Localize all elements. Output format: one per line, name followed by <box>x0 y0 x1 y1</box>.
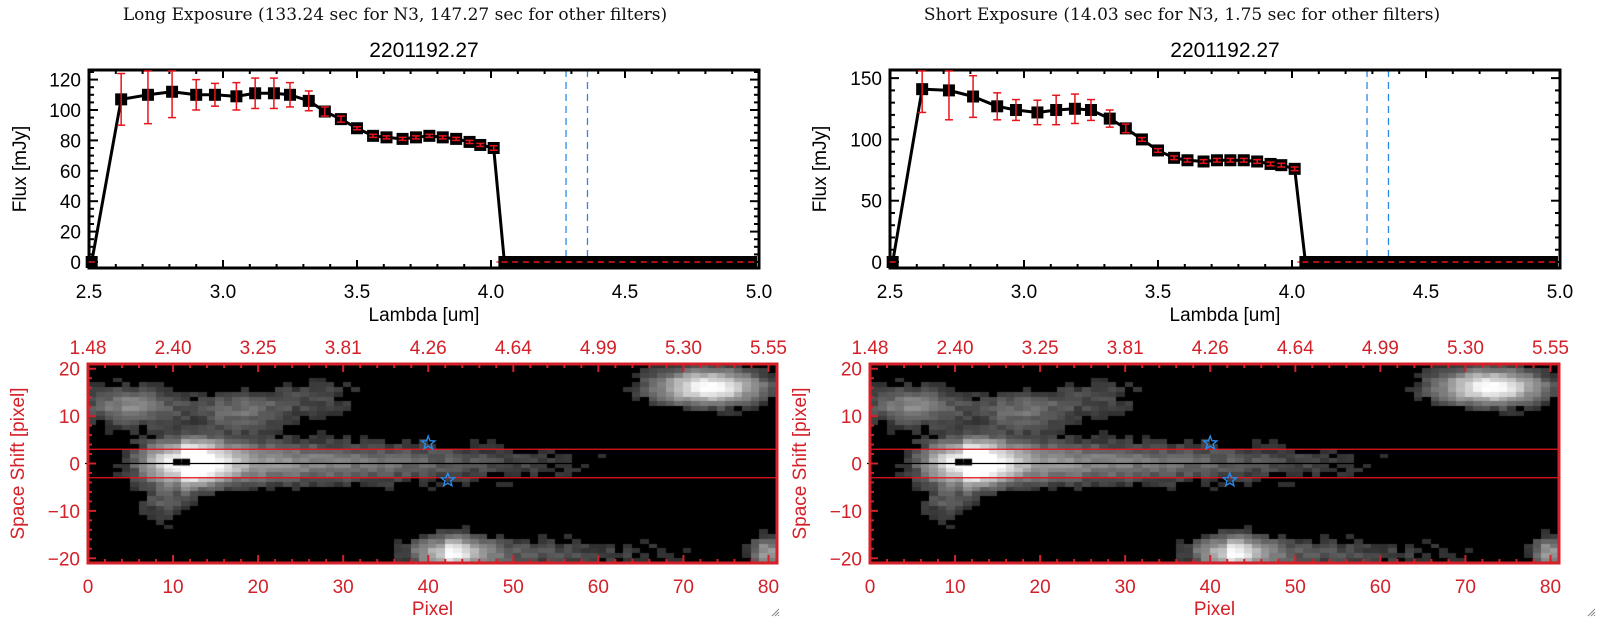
y-tick-label: 80 <box>60 131 81 152</box>
star-marker-icon <box>1201 434 1219 451</box>
top-tick-label: 1.48 <box>70 338 107 359</box>
y-axis-label: Flux [mJy] <box>810 126 831 213</box>
x-tick-label: 10 <box>944 577 965 598</box>
x-tick-label: 2.5 <box>76 282 102 303</box>
y-tick-label: −20 <box>48 549 80 570</box>
top-tick-label: 3.25 <box>240 338 277 359</box>
top-tick-label: 1.48 <box>852 338 889 359</box>
chart-title: 2201192.27 <box>1170 39 1279 62</box>
top-tick-label: 3.81 <box>325 338 362 359</box>
y-axis-label: Flux [mJy] <box>10 126 31 213</box>
short-exposure-header: Short Exposure (14.03 sec for N3, 1.75 s… <box>923 5 1441 25</box>
top-tick-label: 5.55 <box>750 338 787 359</box>
x-tick-label: 30 <box>1115 577 1136 598</box>
resize-grip-icon[interactable] <box>770 607 780 617</box>
top-tick-label: 5.30 <box>665 338 702 359</box>
y-tick-label: 0 <box>70 253 81 274</box>
y-tick-label: 40 <box>60 192 81 213</box>
top-tick-label: 2.40 <box>937 338 974 359</box>
top-tick-label: 2.40 <box>155 338 192 359</box>
plot-frame <box>888 68 1562 270</box>
y-tick-label: −10 <box>830 502 862 523</box>
x-tick-label: 3.5 <box>344 282 370 303</box>
x-axis-label: Pixel <box>1194 599 1235 620</box>
x-tick-label: 60 <box>588 577 609 598</box>
star-marker-icon <box>1221 471 1239 488</box>
y-tick-label: 20 <box>59 360 80 381</box>
x-axis-label: Lambda [um] <box>369 305 480 326</box>
x-tick-label: 30 <box>333 577 354 598</box>
x-tick-label: 60 <box>1370 577 1391 598</box>
x-tick-label: 3.5 <box>1145 282 1171 303</box>
y-tick-label: 0 <box>871 253 882 274</box>
series-line <box>90 90 751 264</box>
x-tick-label: 80 <box>1540 577 1561 598</box>
x-tick-label: 4.0 <box>1279 282 1305 303</box>
x-tick-label: 20 <box>248 577 269 598</box>
x-tick-label: 50 <box>1285 577 1306 598</box>
top-tick-label: 4.99 <box>1362 338 1399 359</box>
long-exposure-header: Long Exposure (133.24 sec for N3, 147.27… <box>122 5 668 25</box>
series-line <box>891 87 1552 264</box>
y-tick-label: 20 <box>841 360 862 381</box>
x-tick-label: 4.5 <box>612 282 638 303</box>
x-tick-label: 0 <box>865 577 876 598</box>
y-axis-label: Space Shift [pixel] <box>8 387 29 539</box>
top-tick-label: 5.55 <box>1532 338 1569 359</box>
y-tick-label: −10 <box>48 502 80 523</box>
x-tick-label: 2.5 <box>877 282 903 303</box>
y-tick-label: 120 <box>49 71 81 92</box>
y-tick-label: −20 <box>830 549 862 570</box>
star-marker-icon <box>419 434 437 451</box>
short-exposure-spectral-image: 0 10 20 30 40 50 60 70 80 1.48 2.40 3.25 3.81 4.26 4.6… <box>782 330 1600 630</box>
y-tick-label: 150 <box>850 69 882 90</box>
short-exposure-image-axes: 0 10 20 30 40 50 60 70 80 1.48 2.40 3.25 3.81 4.26 4.6… <box>790 338 1569 620</box>
x-tick-label: 70 <box>1455 577 1476 598</box>
x-tick-label: 50 <box>503 577 524 598</box>
top-tick-label: 4.26 <box>410 338 447 359</box>
x-tick-label: 0 <box>83 577 94 598</box>
y-tick-label: 50 <box>861 192 882 213</box>
chart-title: 2201192.27 <box>369 39 478 62</box>
y-tick-label: 100 <box>850 130 882 151</box>
y-tick-label: 10 <box>841 407 862 428</box>
long-exposure-image-axes: 0 10 20 30 40 50 60 70 80 1.48 2.40 3.25 3.81 4.26 4.6… <box>8 338 787 620</box>
x-tick-label: 5.0 <box>746 282 772 303</box>
x-axis-label: Pixel <box>412 599 453 620</box>
y-tick-label: 10 <box>59 407 80 428</box>
y-tick-label: 60 <box>60 162 81 183</box>
short-exposure-flux-chart: 2201192.27 0 50 100 150 2.5 3.0 3.5 4.0 4.5 5.0 Lam… <box>810 39 1573 326</box>
y-axis-label: Space Shift [pixel] <box>790 387 811 539</box>
x-tick-label: 5.0 <box>1547 282 1573 303</box>
x-tick-label: 40 <box>418 577 439 598</box>
x-tick-label: 4.0 <box>478 282 504 303</box>
x-tick-label: 4.5 <box>1413 282 1439 303</box>
y-tick-label: 0 <box>69 455 80 476</box>
long-exposure-spectral-image: 0 10 20 30 40 50 60 70 80 1.48 2.40 3.25 3.81 4.26 4.6… <box>0 330 800 630</box>
y-tick-label: 0 <box>851 455 862 476</box>
x-tick-label: 3.0 <box>210 282 236 303</box>
long-exposure-flux-chart: 2201192.27 0 20 40 60 80 100 120 2.5 3.0 3.5 4.0 4.5… <box>10 39 772 326</box>
plot-frame <box>87 68 761 270</box>
x-tick-label: 10 <box>162 577 183 598</box>
star-marker-icon <box>439 471 457 488</box>
top-tick-label: 4.64 <box>1277 338 1314 359</box>
top-tick-label: 4.64 <box>495 338 532 359</box>
x-tick-label: 70 <box>673 577 694 598</box>
top-tick-label: 4.26 <box>1192 338 1229 359</box>
top-tick-label: 3.25 <box>1022 338 1059 359</box>
resize-grip-icon[interactable] <box>1586 607 1596 617</box>
x-tick-label: 40 <box>1200 577 1221 598</box>
top-tick-label: 3.81 <box>1107 338 1144 359</box>
x-tick-label: 80 <box>758 577 779 598</box>
top-tick-label: 4.99 <box>580 338 617 359</box>
x-axis-label: Lambda [um] <box>1170 305 1281 326</box>
x-tick-label: 3.0 <box>1011 282 1037 303</box>
y-tick-label: 20 <box>60 223 81 244</box>
x-tick-label: 20 <box>1030 577 1051 598</box>
y-tick-label: 100 <box>49 101 81 122</box>
top-tick-label: 5.30 <box>1447 338 1484 359</box>
